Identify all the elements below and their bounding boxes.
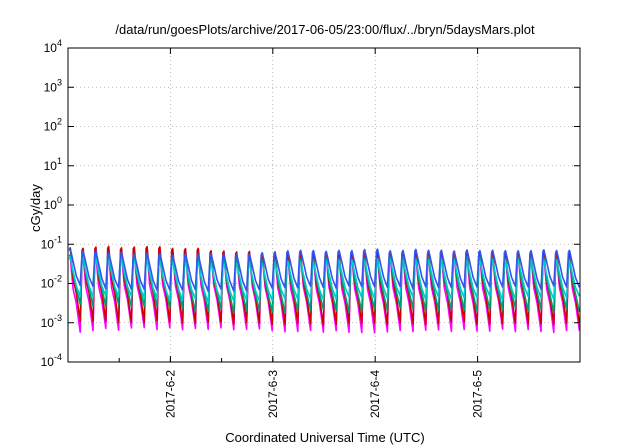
x-axis-label: Coordinated Universal Time (UTC) — [225, 430, 424, 445]
y-tick-label: 10-1 — [41, 234, 62, 251]
y-tick-label: 101 — [44, 156, 62, 173]
y-tick-label: 10-4 — [41, 352, 62, 369]
x-tick-label: 2017-6-5 — [471, 370, 485, 418]
y-tick-label: 102 — [44, 117, 62, 134]
axes: 10-4 10-3 10-2 10-1 100 101 102 103 104 2017-6-2 2… — [41, 38, 581, 418]
x-tick-label: 2017-6-3 — [266, 370, 280, 418]
x-tick-label: 2017-6-4 — [368, 370, 382, 418]
y-axis-label: cGy/day — [28, 184, 43, 232]
data-series — [68, 245, 581, 334]
y-tick-label: 10-2 — [41, 274, 62, 291]
y-tick-label: 103 — [44, 77, 62, 94]
y-tick-label: 104 — [44, 38, 62, 55]
plot-frame — [67, 47, 581, 363]
y-tick-label: 100 — [44, 195, 62, 212]
chart-title: /data/run/goesPlots/archive/2017-06-05/2… — [115, 22, 535, 37]
x-tick-label: 2017-6-2 — [163, 370, 177, 418]
series-line — [68, 248, 581, 292]
y-tick-label: 10-3 — [41, 313, 62, 330]
